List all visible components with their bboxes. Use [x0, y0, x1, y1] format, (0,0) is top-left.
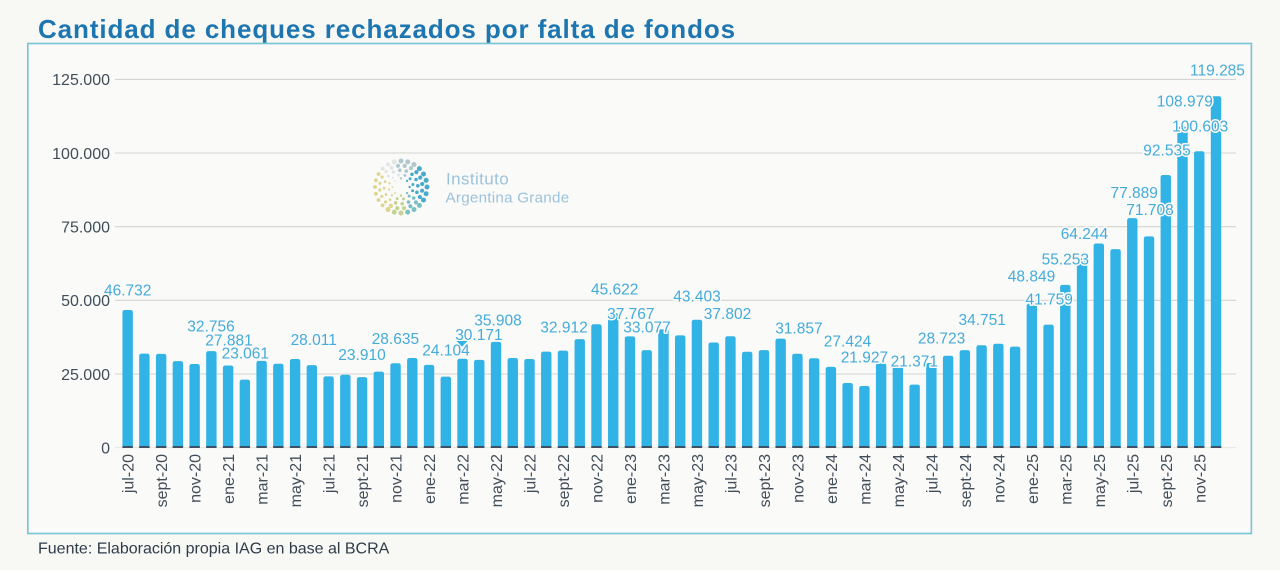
svg-text:ene-25: ene-25	[1025, 454, 1042, 504]
svg-text:75.000: 75.000	[61, 220, 110, 237]
svg-text:jul-24: jul-24	[924, 454, 941, 494]
svg-text:sept-20: sept-20	[154, 454, 171, 507]
svg-text:100.603: 100.603	[1172, 118, 1228, 135]
svg-text:64.244: 64.244	[1061, 226, 1109, 243]
svg-text:sept-21: sept-21	[355, 454, 372, 507]
svg-text:43.403: 43.403	[673, 289, 720, 306]
svg-text:21.927: 21.927	[841, 350, 888, 367]
svg-text:mar-22: mar-22	[456, 454, 473, 505]
svg-text:sept-23: sept-23	[757, 454, 774, 507]
svg-text:nov-23: nov-23	[790, 454, 807, 503]
svg-text:may-21: may-21	[288, 454, 305, 507]
svg-text:ene-23: ene-23	[623, 454, 640, 504]
svg-text:may-24: may-24	[891, 454, 908, 507]
svg-text:35.908: 35.908	[474, 312, 521, 329]
svg-text:77.889: 77.889	[1110, 185, 1157, 202]
svg-text:37.802: 37.802	[704, 306, 751, 323]
svg-text:28.011: 28.011	[291, 332, 337, 349]
svg-text:32.756: 32.756	[187, 319, 234, 336]
svg-text:23.910: 23.910	[338, 347, 386, 364]
svg-text:32.912: 32.912	[540, 319, 587, 336]
svg-text:55.253: 55.253	[1042, 252, 1089, 269]
svg-text:41.759: 41.759	[1025, 292, 1072, 309]
svg-text:ene-24: ene-24	[824, 454, 841, 504]
svg-text:46.732: 46.732	[104, 283, 151, 300]
svg-text:ene-22: ene-22	[422, 454, 439, 504]
svg-text:28.723: 28.723	[918, 330, 965, 347]
svg-text:92.535: 92.535	[1143, 142, 1190, 159]
svg-text:mar-23: mar-23	[657, 454, 674, 505]
svg-text:nov-24: nov-24	[991, 454, 1008, 503]
svg-text:mar-24: mar-24	[857, 454, 874, 505]
svg-text:45.622: 45.622	[591, 282, 638, 299]
svg-text:71.708: 71.708	[1126, 202, 1173, 219]
svg-text:jul-20: jul-20	[121, 454, 138, 494]
svg-text:27.424: 27.424	[824, 334, 872, 351]
svg-text:Instituto: Instituto	[446, 170, 509, 189]
svg-text:50.000: 50.000	[61, 293, 110, 310]
svg-text:23.061: 23.061	[222, 345, 269, 362]
svg-text:jul-22: jul-22	[523, 454, 540, 494]
svg-text:119.285: 119.285	[1190, 63, 1245, 80]
svg-text:25.000: 25.000	[61, 367, 110, 384]
svg-text:may-25: may-25	[1092, 454, 1109, 507]
svg-text:24.104: 24.104	[422, 342, 470, 359]
svg-text:31.857: 31.857	[775, 320, 822, 337]
svg-text:ene-21: ene-21	[221, 454, 238, 504]
svg-text:Cantidad de cheques rechazados: Cantidad de cheques rechazados por falta…	[38, 14, 736, 44]
svg-text:jul-25: jul-25	[1125, 454, 1142, 494]
svg-text:30.171: 30.171	[455, 327, 502, 344]
svg-text:Fuente: Elaboración propia IAG: Fuente: Elaboración propia IAG en base a…	[38, 541, 390, 558]
svg-text:sept-25: sept-25	[1159, 454, 1176, 507]
svg-text:sept-22: sept-22	[556, 454, 573, 507]
svg-text:mar-21: mar-21	[255, 454, 272, 505]
svg-text:33.077: 33.077	[623, 319, 670, 336]
svg-text:21.371: 21.371	[891, 354, 938, 371]
svg-text:mar-25: mar-25	[1058, 454, 1075, 505]
svg-text:Argentina Grande: Argentina Grande	[446, 190, 570, 207]
svg-text:sept-24: sept-24	[958, 454, 975, 507]
svg-text:jul-23: jul-23	[723, 454, 740, 494]
svg-text:may-22: may-22	[489, 454, 506, 507]
svg-text:nov-25: nov-25	[1192, 454, 1209, 503]
svg-text:100.000: 100.000	[52, 146, 110, 163]
svg-text:37.767: 37.767	[607, 306, 654, 323]
svg-text:108.979: 108.979	[1157, 93, 1213, 110]
svg-text:28.635: 28.635	[372, 331, 419, 348]
svg-text:34.751: 34.751	[958, 312, 1005, 329]
svg-text:48.849: 48.849	[1008, 269, 1055, 286]
svg-text:125.000: 125.000	[52, 72, 110, 89]
svg-text:jul-21: jul-21	[322, 454, 339, 494]
svg-text:may-23: may-23	[690, 454, 707, 507]
svg-text:nov-20: nov-20	[188, 454, 205, 503]
svg-text:0: 0	[101, 440, 110, 457]
svg-text:nov-22: nov-22	[590, 454, 607, 503]
svg-text:27.881: 27.881	[205, 333, 252, 350]
svg-text:nov-21: nov-21	[389, 454, 406, 503]
